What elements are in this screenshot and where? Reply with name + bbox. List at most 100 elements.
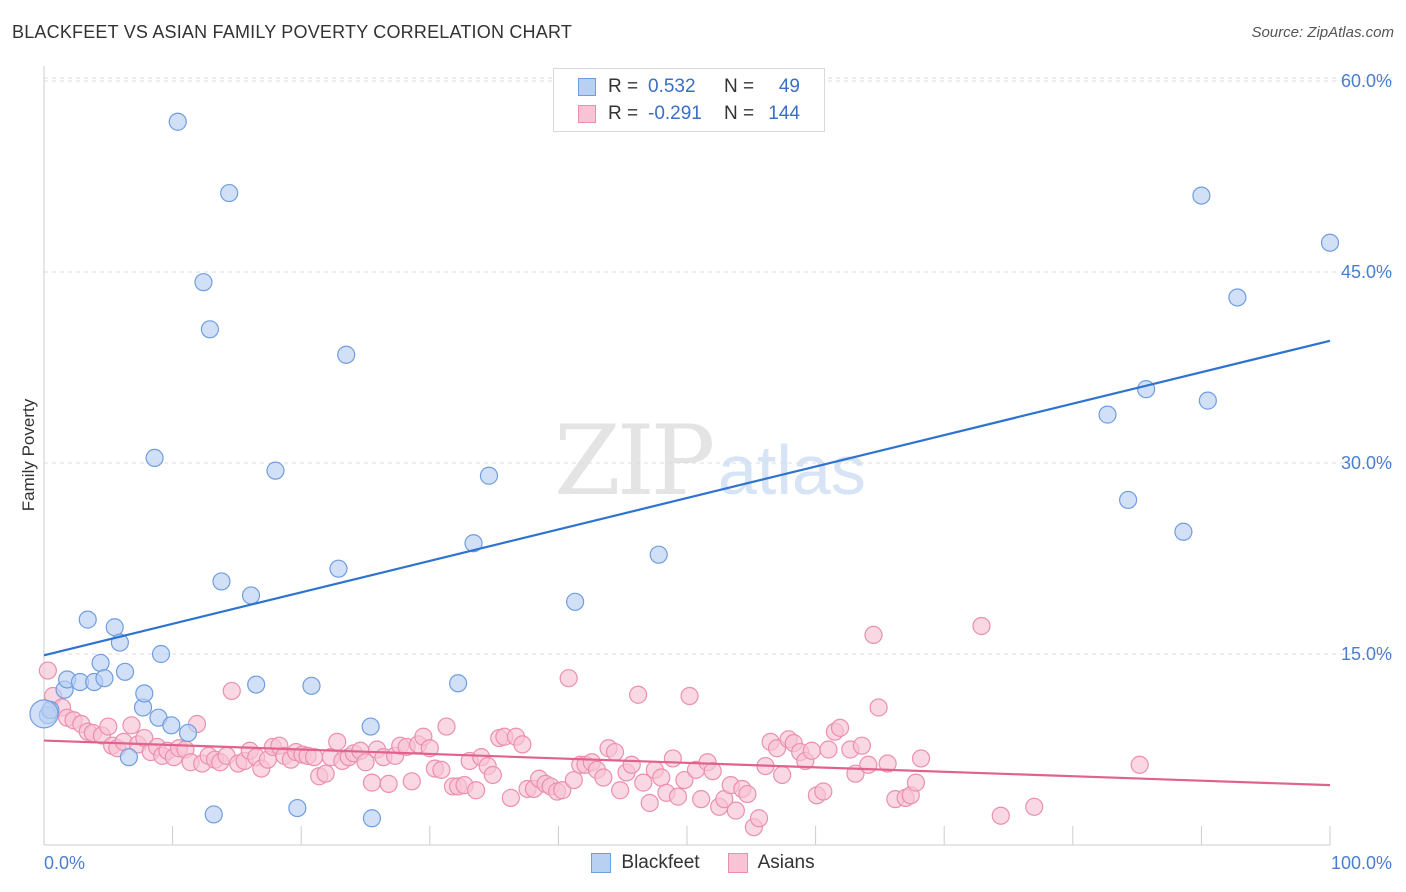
blackfeet-point — [200, 320, 219, 339]
asians-point — [675, 770, 694, 790]
asians-point — [640, 793, 659, 813]
asians-point — [594, 768, 613, 787]
blackfeet-point — [204, 805, 223, 824]
asians-point — [991, 806, 1010, 825]
n-value: 144 — [768, 103, 800, 124]
asians-point — [680, 686, 699, 706]
blackfeet-point — [479, 466, 499, 485]
blackfeet-point — [78, 610, 97, 629]
asians-point — [38, 661, 57, 680]
source-credit: Source: ZipAtlas.com — [1251, 24, 1394, 41]
series-legend: Blackfeet Asians — [0, 852, 1406, 874]
asians-point — [559, 669, 578, 688]
asians-point — [402, 772, 421, 791]
asians-points — [38, 616, 1149, 837]
correlation-legend: R = 0.532 N = 49 R = -0.291 N = 144 — [553, 68, 825, 132]
blackfeet-points — [29, 112, 1340, 828]
blackfeet-point — [1098, 405, 1117, 424]
asians-point — [122, 716, 141, 735]
asians-point — [773, 765, 792, 785]
asians-point — [1130, 755, 1149, 774]
y-tick-label: 15.0% — [1341, 644, 1392, 664]
asians-point — [911, 749, 931, 768]
blackfeet-point — [162, 716, 181, 735]
asians-point — [553, 781, 572, 800]
asians-point — [830, 718, 850, 737]
asians-point — [703, 762, 722, 781]
x-tick-label: 100.0% — [1331, 853, 1392, 873]
blackfeet-point — [1198, 391, 1217, 410]
blackfeet-point — [361, 717, 380, 736]
asians-point — [316, 764, 335, 783]
asians-point — [906, 773, 926, 792]
blackfeet-point — [168, 112, 187, 131]
blackfeet-point — [115, 662, 135, 681]
blackfeet-point — [362, 809, 382, 828]
asians-point — [726, 801, 745, 820]
asians-point — [432, 760, 451, 779]
asians-point — [437, 717, 456, 736]
asians-point — [328, 732, 347, 751]
blackfeet-point — [266, 461, 285, 480]
asians-point — [652, 768, 671, 787]
y-axis-label: Family Poverty — [19, 398, 38, 511]
asians-point — [738, 784, 757, 804]
asians-point — [819, 740, 838, 759]
blackfeet-point — [95, 669, 114, 688]
blackfeet-trend-line — [43, 339, 1331, 657]
blackfeet-point — [329, 559, 348, 578]
asians-point — [802, 741, 821, 760]
y-tick-label: 45.0% — [1341, 262, 1392, 282]
trend-lines — [43, 339, 1331, 787]
r-value: 0.532 — [648, 76, 696, 97]
x-tick-label: 0.0% — [44, 853, 85, 873]
legend-label-blackfeet: Blackfeet — [621, 852, 700, 873]
asians-point — [668, 787, 688, 806]
legend-item-asians[interactable]: Asians — [727, 852, 815, 874]
asians-point — [466, 781, 486, 800]
grid-layer — [44, 77, 1392, 655]
blackfeet-point — [247, 675, 266, 694]
asians-point — [1025, 797, 1044, 816]
blackfeet-legend-swatch — [591, 853, 612, 873]
blackfeet-point — [212, 572, 231, 591]
blackfeet-point — [220, 183, 239, 203]
blackfeet-point — [145, 448, 164, 468]
asians-point — [814, 782, 833, 801]
legend-label-asians: Asians — [757, 852, 815, 873]
asians-point — [513, 735, 532, 754]
asians-point — [564, 770, 583, 790]
blackfeet-point — [448, 674, 468, 693]
blackfeet-point — [649, 545, 668, 564]
n-label: N = — [724, 76, 755, 97]
y-tick-label: 30.0% — [1341, 453, 1392, 473]
r-label: R = — [608, 76, 639, 97]
asians-point — [605, 742, 625, 762]
asians-point — [869, 698, 888, 717]
asians-trend-line — [43, 739, 1331, 787]
legend-row-blackfeet: R = 0.532 N = 49 — [578, 75, 800, 99]
asians-point — [859, 755, 878, 774]
blackfeet-point — [1174, 522, 1193, 541]
tick-labels: 15.0% 30.0% 45.0% 60.0% 0.0% 100.0% — [44, 71, 1392, 873]
blackfeet-point — [105, 618, 124, 637]
asians-legend-swatch — [727, 853, 748, 873]
y-tick-label: 60.0% — [1341, 71, 1392, 91]
blackfeet-point — [1118, 490, 1138, 510]
blackfeet-point — [1228, 288, 1247, 307]
chart-title: BLACKFEET VS ASIAN FAMILY POVERTY CORREL… — [12, 22, 573, 42]
blackfeet-point — [91, 653, 110, 673]
asians-point — [379, 774, 398, 793]
asians-point — [362, 773, 382, 792]
legend-item-blackfeet[interactable]: Blackfeet — [591, 852, 700, 874]
asians-point — [420, 739, 439, 758]
asians-point — [634, 773, 653, 792]
asians-point — [864, 625, 883, 645]
blackfeet-point — [135, 684, 154, 703]
blackfeet-point — [464, 534, 483, 553]
n-label: N = — [724, 103, 755, 124]
blackfeet-point — [151, 644, 171, 664]
asians-swatch — [578, 105, 596, 123]
blackfeet-point — [288, 798, 307, 818]
